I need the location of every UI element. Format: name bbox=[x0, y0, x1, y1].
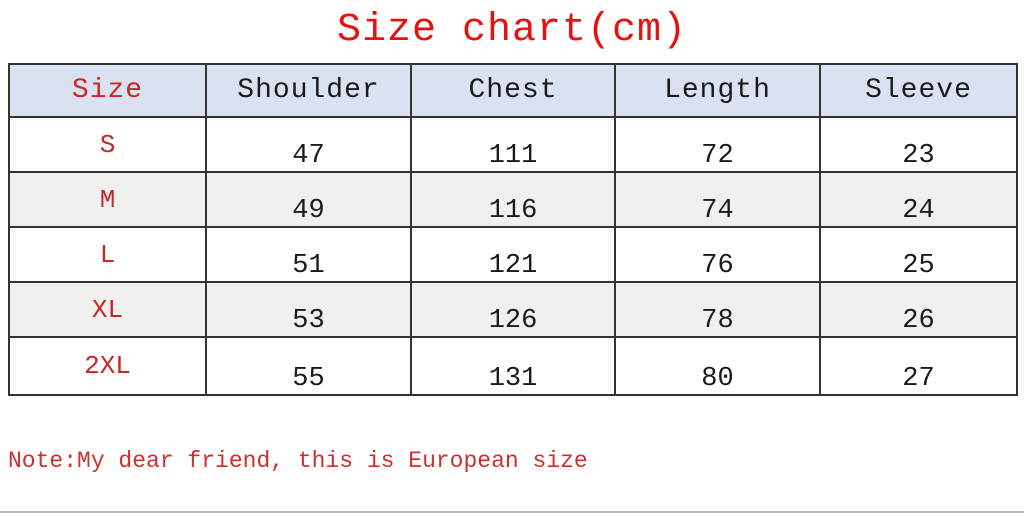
chest-value: 131 bbox=[410, 336, 616, 396]
length-value: 72 bbox=[614, 116, 821, 173]
table-row-m: M 49 116 74 24 bbox=[8, 171, 1018, 228]
chest-value: 116 bbox=[410, 171, 616, 228]
column-header-length: Length bbox=[614, 63, 821, 118]
table-row-2xl: 2XL 55 131 80 27 bbox=[8, 336, 1018, 396]
size-label: 2XL bbox=[8, 336, 207, 396]
shoulder-value: 51 bbox=[205, 226, 412, 283]
page-title: Size chart(cm) bbox=[336, 8, 688, 53]
size-label: M bbox=[8, 171, 207, 228]
length-value: 76 bbox=[614, 226, 821, 283]
bottom-divider bbox=[0, 511, 1024, 513]
sleeve-value: 24 bbox=[819, 171, 1018, 228]
length-value: 74 bbox=[614, 171, 821, 228]
note-text: Note:My dear friend, this is European si… bbox=[8, 448, 588, 474]
size-chart-table: Size Shoulder Chest Length Sleeve S 47 1… bbox=[8, 63, 1018, 396]
size-label: L bbox=[8, 226, 207, 283]
chest-value: 121 bbox=[410, 226, 616, 283]
chest-value: 111 bbox=[410, 116, 616, 173]
length-value: 80 bbox=[614, 336, 821, 396]
column-header-chest: Chest bbox=[410, 63, 616, 118]
header-row: Size Shoulder Chest Length Sleeve bbox=[8, 63, 1018, 118]
column-header-size: Size bbox=[8, 63, 207, 118]
shoulder-value: 53 bbox=[205, 281, 412, 338]
length-value: 78 bbox=[614, 281, 821, 338]
shoulder-value: 49 bbox=[205, 171, 412, 228]
shoulder-value: 47 bbox=[205, 116, 412, 173]
sleeve-value: 27 bbox=[819, 336, 1018, 396]
table-row-s: S 47 111 72 23 bbox=[8, 116, 1018, 173]
shoulder-value: 55 bbox=[205, 336, 412, 396]
chest-value: 126 bbox=[410, 281, 616, 338]
sleeve-value: 25 bbox=[819, 226, 1018, 283]
size-label: S bbox=[8, 116, 207, 173]
column-header-sleeve: Sleeve bbox=[819, 63, 1018, 118]
size-label: XL bbox=[8, 281, 207, 338]
table-row-l: L 51 121 76 25 bbox=[8, 226, 1018, 283]
sleeve-value: 26 bbox=[819, 281, 1018, 338]
sleeve-value: 23 bbox=[819, 116, 1018, 173]
table-row-xl: XL 53 126 78 26 bbox=[8, 281, 1018, 338]
column-header-shoulder: Shoulder bbox=[205, 63, 412, 118]
